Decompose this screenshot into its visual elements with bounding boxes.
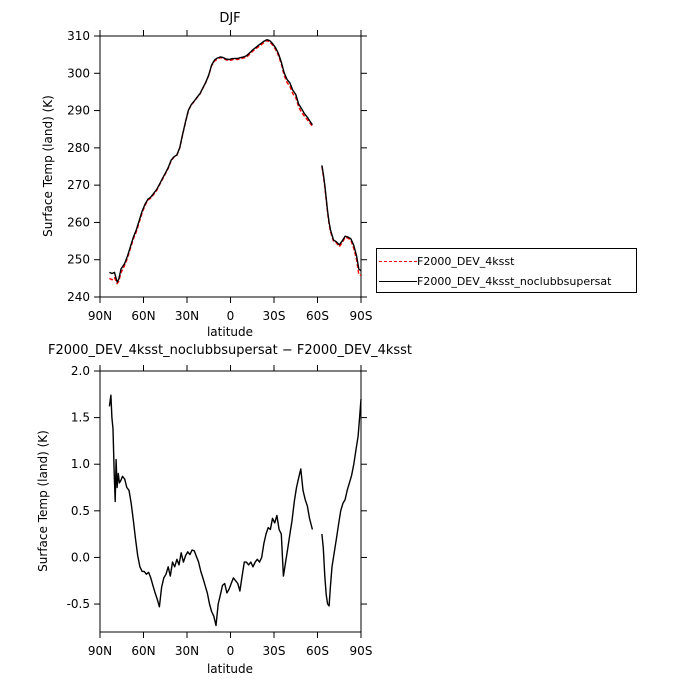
series-line-1 <box>321 398 362 607</box>
legend-label-series-1: F2000_DEV_4ksst <box>417 254 515 268</box>
y-tick-label: 240 <box>67 290 90 304</box>
x-tick-label: 30N <box>175 309 199 323</box>
y-tick-label: 280 <box>67 141 90 155</box>
y-tick-label: 1.0 <box>71 457 90 471</box>
x-tick-label: 60S <box>306 309 329 323</box>
x-tick-label: 90S <box>350 644 373 658</box>
chart-bottom-plot-frame <box>99 370 362 633</box>
x-tick-label: 30S <box>263 644 286 658</box>
x-tick-label: 30S <box>263 309 286 323</box>
chart-top-x-axis: 90N 60N 30N 0 30S 60S 90S <box>88 30 373 323</box>
y-tick-label: 290 <box>67 104 90 118</box>
series-line-1 <box>109 39 313 285</box>
chart-top-series <box>109 39 362 285</box>
chart-bottom-series <box>108 394 362 627</box>
y-tick-label: 1.5 <box>71 411 90 425</box>
x-tick-label: 30N <box>175 644 199 658</box>
chart-bottom-ylabel: Surface Temp (land) (K) <box>36 430 50 572</box>
x-tick-label: 0 <box>227 309 235 323</box>
y-tick-label: -0.5 <box>67 597 90 611</box>
series-line-2 <box>109 39 313 283</box>
legend-swatch-series-1 <box>379 260 417 262</box>
x-tick-label: 90N <box>88 644 112 658</box>
x-tick-label: 90N <box>88 309 112 323</box>
y-tick-label: 270 <box>67 178 90 192</box>
y-tick-label: 300 <box>67 66 90 80</box>
x-tick-label: 0 <box>227 644 235 658</box>
chart-top: DJF 240 250 260 270 280 290 300 310 90N 60N 30N 0 3… <box>41 11 372 339</box>
chart-bottom-y-axis: -0.5 0.0 0.5 1.0 1.5 2.0 <box>67 364 367 611</box>
y-tick-label: 250 <box>67 253 90 267</box>
series-line-2 <box>321 165 362 272</box>
x-tick-label: 90S <box>350 309 373 323</box>
chart-top-ylabel: Surface Temp (land) (K) <box>41 95 55 237</box>
legend-item-series-1: F2000_DEV_4ksst <box>379 253 514 269</box>
x-tick-label: 60N <box>131 644 155 658</box>
chart-bottom-title: F2000_DEV_4ksst_noclubbsupersat − F2000_… <box>48 343 412 358</box>
chart-top-y-axis: 240 250 260 270 280 290 300 310 <box>67 29 367 304</box>
y-tick-label: 310 <box>67 29 90 43</box>
y-tick-label: 260 <box>67 215 90 229</box>
chart-top-xlabel: latitude <box>207 325 253 339</box>
y-tick-label: 0.0 <box>71 550 90 564</box>
chart-top-legend: F2000_DEV_4ksst F2000_DEV_4ksst_noclubbs… <box>376 248 637 293</box>
chart-bottom-x-axis: 90N 60N 30N 0 30S 60S 90S <box>88 365 373 658</box>
x-tick-label: 60S <box>306 644 329 658</box>
series-line-1 <box>321 166 362 277</box>
legend-swatch-series-2 <box>379 280 417 282</box>
y-tick-label: 2.0 <box>71 364 90 378</box>
series-line-1 <box>108 394 314 627</box>
legend-item-series-2: F2000_DEV_4ksst_noclubbsupersat <box>379 273 611 289</box>
chart-bottom-xlabel: latitude <box>207 662 253 676</box>
x-tick-label: 60N <box>131 309 155 323</box>
y-tick-label: 0.5 <box>71 504 90 518</box>
chart-bottom: F2000_DEV_4ksst_noclubbsupersat − F2000_… <box>36 343 412 676</box>
chart-top-title: DJF <box>219 11 240 26</box>
legend-label-series-2: F2000_DEV_4ksst_noclubbsupersat <box>417 274 612 288</box>
